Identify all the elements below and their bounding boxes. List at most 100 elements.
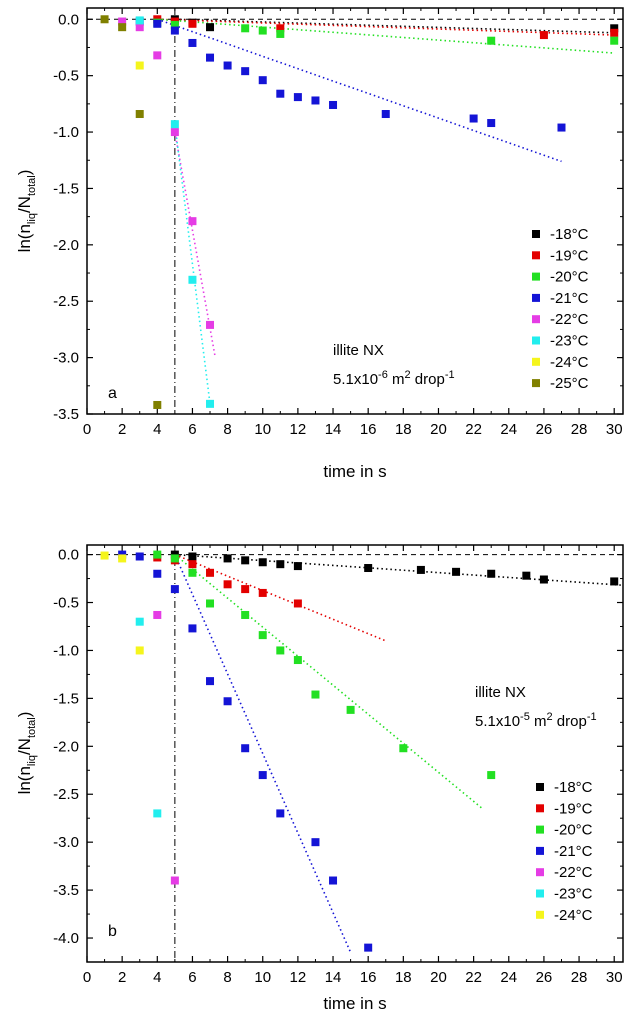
panel-label: b <box>108 923 117 940</box>
x-axis-title: time in s <box>323 994 386 1013</box>
data-point <box>522 571 531 580</box>
data-points <box>100 15 619 409</box>
x-tick-label: 8 <box>223 969 231 986</box>
y-tick-label: 0.0 <box>58 547 79 564</box>
x-tick-label: 26 <box>536 421 553 438</box>
legend-label: -21°C <box>554 843 593 860</box>
sample-surface-label: 5.1x10-6 m2 drop-1 <box>333 369 455 388</box>
axis-ticks: 0 2 4 6 8 10 12 14 16 18 20 22 24 26 28 300.0-0.5-1.0-1… <box>53 8 623 438</box>
fit-line <box>174 553 623 587</box>
data-point <box>487 36 496 45</box>
y-tick-label: -1.5 <box>53 690 79 707</box>
data-point <box>610 577 619 586</box>
data-point <box>153 610 162 619</box>
data-point <box>311 690 320 699</box>
x-tick-label: 18 <box>395 421 412 438</box>
data-point <box>258 588 267 597</box>
legend-marker <box>532 251 540 260</box>
data-point <box>311 838 320 847</box>
x-tick-label: 16 <box>360 421 377 438</box>
data-point <box>170 585 179 594</box>
data-point <box>241 610 250 619</box>
data-point <box>487 771 496 780</box>
y-tick-label: -3.0 <box>53 834 79 851</box>
legend-marker <box>532 336 540 345</box>
fit-line <box>174 553 483 810</box>
y-axis-title: ln(nliq/Ntotal) <box>15 170 38 253</box>
data-point <box>135 110 144 119</box>
legend-label: -19°C <box>554 800 593 817</box>
data-point <box>364 943 373 952</box>
fit-lines <box>157 18 615 404</box>
data-point <box>452 567 461 576</box>
data-point <box>188 568 197 577</box>
data-point <box>170 20 179 29</box>
data-point <box>346 705 355 714</box>
legend-label: -18°C <box>550 226 589 243</box>
data-point <box>135 552 144 561</box>
data-point <box>487 569 496 578</box>
data-point <box>329 100 338 109</box>
x-tick-label: 24 <box>500 969 517 986</box>
x-tick-label: 0 <box>83 969 91 986</box>
x-tick-label: 20 <box>430 421 447 438</box>
chart-panel-b: 0 2 4 6 8 10 12 14 16 18 20 22 24 26 28 300.0-0.5-1.0-1… <box>15 544 624 1013</box>
panel-label: a <box>108 385 117 402</box>
data-point <box>170 554 179 563</box>
data-point <box>153 809 162 818</box>
x-tick-label: 22 <box>465 421 482 438</box>
x-tick-label: 26 <box>536 969 553 986</box>
legend-marker <box>532 293 540 302</box>
y-tick-label: -0.5 <box>53 68 79 85</box>
fit-line <box>174 554 352 953</box>
data-point <box>100 551 109 560</box>
data-points <box>100 550 619 952</box>
legend-marker <box>532 379 540 388</box>
legend-label: -23°C <box>554 886 593 903</box>
data-point <box>170 876 179 885</box>
x-tick-label: 2 <box>118 969 126 986</box>
y-tick-label: -2.0 <box>53 738 79 755</box>
data-point <box>118 554 127 563</box>
legend-label: -24°C <box>554 907 593 924</box>
data-point <box>206 53 215 62</box>
legend-marker <box>536 910 544 919</box>
data-point <box>610 24 619 33</box>
y-axis-title: ln(nliq/Ntotal) <box>15 712 38 795</box>
chart-panel-a: 0 2 4 6 8 10 12 14 16 18 20 22 24 26 28 300.0-0.5-1.0-1… <box>15 7 624 481</box>
x-tick-label: 28 <box>571 421 588 438</box>
y-tick-label: -1.0 <box>53 642 79 659</box>
x-axis-title: time in s <box>323 462 386 481</box>
data-point <box>188 552 197 561</box>
legend-label: -20°C <box>550 269 589 286</box>
data-point <box>170 128 179 137</box>
data-point <box>293 599 302 608</box>
x-tick-label: 6 <box>188 421 196 438</box>
legend-label: -18°C <box>554 779 593 796</box>
x-tick-label: 6 <box>188 969 196 986</box>
legend-marker <box>532 272 540 281</box>
data-point <box>135 23 144 32</box>
data-point <box>153 19 162 28</box>
data-point <box>293 562 302 571</box>
data-point <box>153 400 162 409</box>
legend-label: -19°C <box>550 247 589 264</box>
data-point <box>223 61 232 70</box>
data-point <box>329 876 338 885</box>
data-point <box>118 17 127 26</box>
legend-label: -24°C <box>550 354 589 371</box>
data-point <box>241 67 250 76</box>
data-point <box>206 568 215 577</box>
y-tick-label: -3.5 <box>53 406 79 423</box>
y-tick-label: -2.0 <box>53 237 79 254</box>
data-point <box>135 16 144 25</box>
y-tick-label: -2.5 <box>53 293 79 310</box>
legend-label: -22°C <box>554 864 593 881</box>
reference-lines <box>87 545 623 962</box>
data-point <box>170 26 179 35</box>
axis-ticks: 0 2 4 6 8 10 12 14 16 18 20 22 24 26 28 300.0-0.5-1.0-1… <box>53 545 623 986</box>
x-tick-label: 4 <box>153 969 161 986</box>
legend-label: -22°C <box>550 311 589 328</box>
legend-marker <box>536 783 544 791</box>
